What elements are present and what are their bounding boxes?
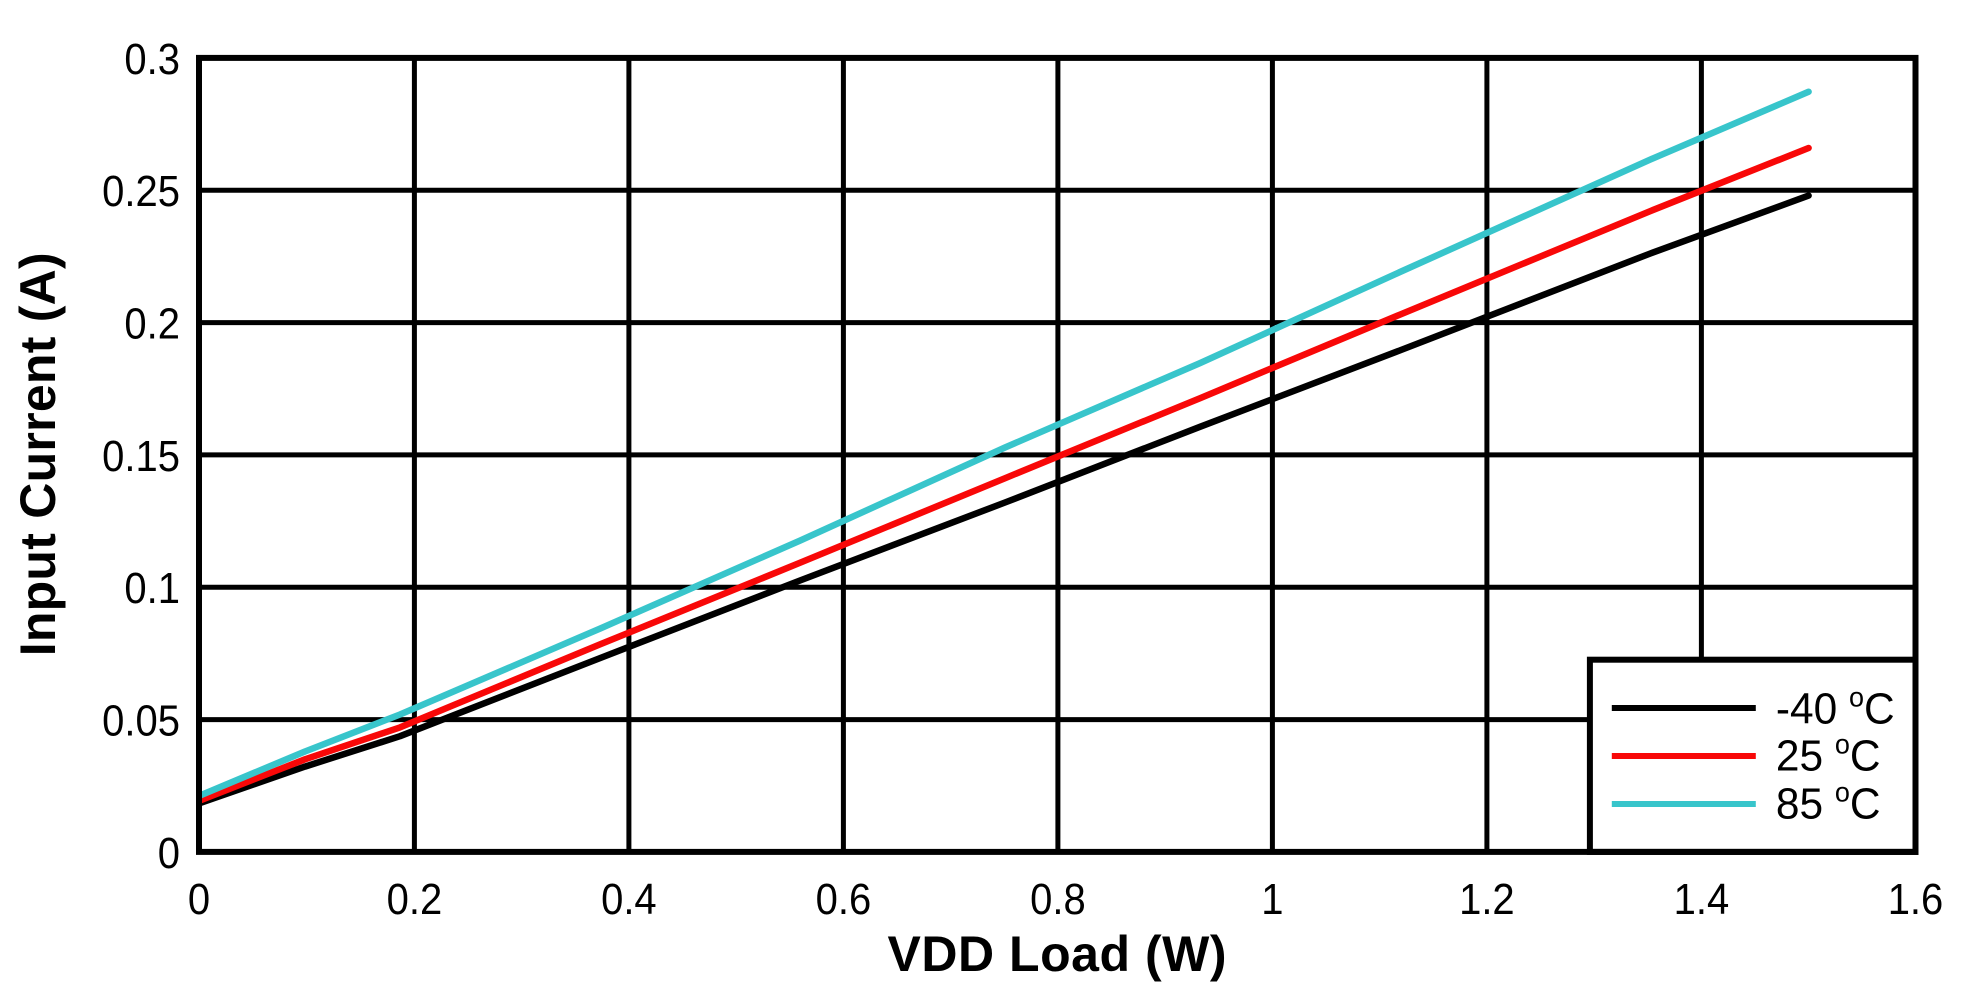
svg-text:1.4: 1.4 xyxy=(1674,874,1730,923)
svg-text:0.6: 0.6 xyxy=(816,874,872,923)
svg-text:0: 0 xyxy=(188,874,210,923)
svg-text:Input Current (A): Input Current (A) xyxy=(10,252,66,656)
svg-text:0.15: 0.15 xyxy=(102,431,180,480)
svg-text:1.6: 1.6 xyxy=(1888,874,1944,923)
svg-text:1.2: 1.2 xyxy=(1459,874,1515,923)
svg-text:0.8: 0.8 xyxy=(1030,874,1086,923)
svg-text:0.3: 0.3 xyxy=(124,34,180,83)
svg-text:0.05: 0.05 xyxy=(102,696,180,745)
svg-text:85 oC: 85 oC xyxy=(1776,776,1881,829)
svg-text:0.4: 0.4 xyxy=(601,874,657,923)
svg-text:0.25: 0.25 xyxy=(102,166,180,215)
svg-text:-40 oC: -40 oC xyxy=(1776,681,1895,734)
svg-text:VDD Load (W): VDD Load (W) xyxy=(888,926,1227,982)
svg-text:0.1: 0.1 xyxy=(124,563,180,612)
svg-text:1: 1 xyxy=(1261,874,1283,923)
svg-text:25 oC: 25 oC xyxy=(1776,728,1881,781)
svg-text:0.2: 0.2 xyxy=(387,874,443,923)
svg-text:0.2: 0.2 xyxy=(124,299,180,348)
svg-text:0: 0 xyxy=(158,828,180,877)
